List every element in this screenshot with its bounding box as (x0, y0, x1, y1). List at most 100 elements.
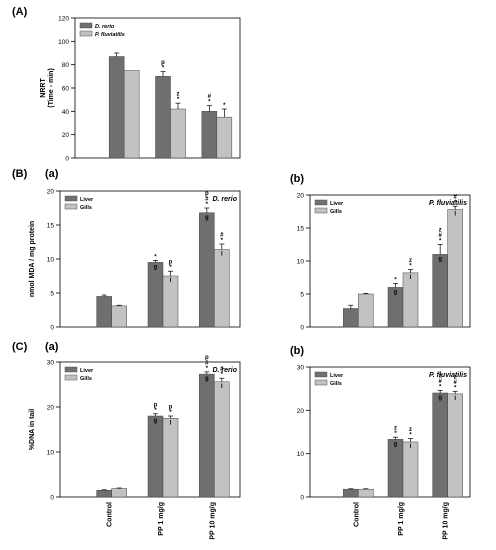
y-tick-label: 20 (62, 132, 70, 139)
panel-label-Ca: (a) (45, 341, 59, 353)
panel-label-Cb: (b) (290, 345, 305, 357)
significance-label: p * g (154, 402, 158, 424)
significance-label: z # * l (453, 374, 457, 402)
significance-label: z # * g (438, 373, 442, 401)
significance-mark: * (169, 410, 172, 416)
legend-label: Gills (80, 376, 92, 382)
bar (343, 488, 359, 498)
legend-label: P. fluviatilis (95, 32, 125, 38)
x-tick-label: PP 10 mg/g (443, 502, 450, 540)
significance-label: # * l (220, 367, 224, 390)
significance-mark: z (439, 228, 442, 234)
significance-mark: * (454, 385, 457, 391)
legend-label: Liver (330, 373, 344, 379)
x-tick-label: Control (107, 502, 114, 527)
legend-swatch (64, 374, 78, 381)
significance-label: * g (394, 277, 398, 295)
y-axis-label: %DNA in tail (29, 409, 36, 450)
significance-mark: g (394, 441, 398, 447)
y-tick-label: 30 (297, 365, 305, 372)
significance-label: p # * g (205, 191, 209, 221)
significance-mark: g (438, 256, 442, 262)
legend-label: Liver (80, 197, 94, 203)
y-axis-label-line: NRRT (40, 78, 47, 98)
significance-mark: # (220, 367, 224, 373)
legend-swatch (79, 30, 93, 37)
x-tick-label: Control (353, 502, 360, 527)
legend-swatch (314, 199, 328, 206)
y-tick-label: 10 (47, 450, 55, 457)
significance-label: # * (208, 94, 212, 106)
significance-mark: z (454, 374, 457, 380)
significance-label: z * g (394, 426, 398, 448)
y-tick-label: 5 (50, 291, 54, 298)
significance-mark: # (208, 94, 212, 100)
significance-mark: * (223, 103, 226, 109)
significance-label: z * l (409, 258, 412, 281)
significance-mark: l (170, 278, 172, 284)
significance-mark: p (169, 260, 173, 266)
significance-label: * (223, 103, 226, 109)
significance-mark: p (169, 405, 173, 411)
chart-title: P. fluviatilis (429, 200, 467, 207)
significance-mark: l (221, 384, 223, 390)
significance-mark: * (439, 239, 442, 245)
y-tick-label: 20 (47, 405, 55, 412)
legend-swatch (314, 379, 328, 386)
y-tick-label: 10 (297, 259, 305, 266)
significance-mark: g (205, 376, 209, 382)
significance-mark: # (438, 233, 442, 239)
significance-mark: l (410, 275, 412, 281)
significance-label: # * l (453, 195, 457, 218)
significance-mark: * (206, 202, 209, 208)
significance-mark: g (205, 215, 209, 221)
y-tick-label: 20 (297, 408, 305, 415)
significance-mark: * (177, 97, 180, 103)
legend-swatch (64, 366, 78, 373)
bar (447, 393, 463, 498)
y-tick-label: 10 (47, 257, 55, 264)
significance-mark: z (409, 258, 412, 264)
legend-swatch (314, 207, 328, 214)
y-tick-label: 30 (47, 360, 55, 367)
significance-mark: l (170, 420, 172, 426)
legend-swatch (79, 22, 93, 29)
significance-mark: z (409, 427, 412, 433)
significance-mark: g (154, 264, 158, 270)
significance-mark: l (454, 212, 456, 218)
significance-mark: p (205, 191, 209, 197)
y-tick-label: 40 (62, 109, 70, 116)
significance-mark: * (169, 265, 172, 271)
significance-label: z * l (409, 427, 412, 450)
significance-mark: * (221, 238, 224, 244)
significance-mark: l (454, 396, 456, 402)
y-tick-label: 80 (62, 62, 70, 69)
y-tick-label: 15 (47, 223, 55, 230)
panel-label-Bb: (b) (290, 173, 305, 185)
significance-label: * g (154, 254, 158, 270)
significance-label: p * l (169, 405, 173, 427)
y-tick-label: 60 (62, 86, 70, 93)
significance-mark: l (410, 444, 412, 450)
y-tick-label: 0 (65, 156, 69, 163)
chart-title: P. fluviatilis (429, 372, 467, 379)
significance-mark: g (438, 395, 442, 401)
significance-mark: * (439, 384, 442, 390)
legend-swatch (314, 371, 328, 378)
significance-mark: p (161, 60, 165, 66)
significance-mark: * (409, 433, 412, 439)
panel-label-Ba: (a) (45, 168, 59, 180)
significance-mark: * (208, 100, 211, 106)
y-tick-label: 0 (300, 495, 304, 502)
y-axis-label: NRRT(Time - min) (40, 68, 55, 108)
x-tick-label: PP 10 mg/g (209, 502, 216, 540)
x-tick-label: PP 1 mg/g (158, 502, 165, 536)
y-tick-label: 5 (300, 292, 304, 299)
x-tick-label: PP 1 mg/g (398, 502, 405, 536)
y-tick-label: 20 (297, 193, 305, 200)
legend-swatch (64, 203, 78, 210)
panel-label-B: (B) (12, 168, 28, 180)
y-tick-label: 120 (58, 16, 69, 23)
